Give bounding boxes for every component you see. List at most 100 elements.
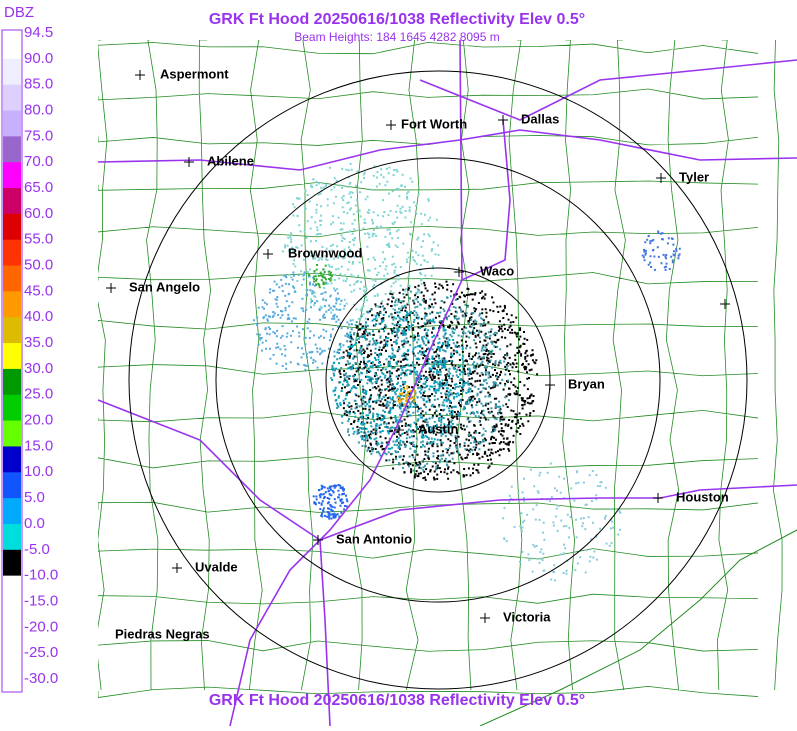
range-rings bbox=[128, 70, 748, 690]
scale-band bbox=[3, 110, 21, 137]
scale-band bbox=[3, 368, 21, 396]
city-label: San Angelo bbox=[129, 279, 200, 294]
scale-label: 10.0 bbox=[24, 463, 53, 480]
scale-label: -10.0 bbox=[24, 567, 58, 584]
highway bbox=[461, 119, 511, 281]
marker bbox=[720, 299, 730, 309]
scale-label: 20.0 bbox=[24, 412, 53, 429]
city-label: Aspermont bbox=[160, 66, 229, 81]
scale-band bbox=[3, 446, 21, 473]
scale-label: 85.0 bbox=[24, 76, 53, 93]
footer-title: GRK Ft Hood 20250616/1038 Reflectivity E… bbox=[209, 692, 585, 709]
scale-band bbox=[3, 136, 21, 163]
scale-band bbox=[3, 84, 21, 112]
scale-band bbox=[3, 343, 21, 370]
city-marker bbox=[656, 173, 666, 183]
city-label: Bryan bbox=[568, 376, 605, 391]
scale-label: 15.0 bbox=[24, 437, 53, 454]
city-marker bbox=[313, 535, 323, 545]
scale-band bbox=[3, 265, 21, 292]
city-label: Waco bbox=[480, 263, 514, 278]
subtitle: Beam Heights: 184 1645 4282 8095 m bbox=[294, 30, 499, 44]
city-label: Fort Worth bbox=[401, 116, 467, 131]
scale-band bbox=[3, 188, 21, 215]
county-lines bbox=[98, 40, 783, 698]
scale-band bbox=[3, 33, 21, 60]
color-scale: 94.5 90.0 85.0 80.0 75.0 70.0 65.0 60.0 55.0 50.0… bbox=[1, 24, 58, 693]
scale-label: 30.0 bbox=[24, 360, 53, 377]
city-marker bbox=[184, 157, 194, 167]
range-ring bbox=[128, 70, 748, 690]
scale-label: 70.0 bbox=[24, 153, 53, 170]
range-ring bbox=[215, 157, 661, 603]
city-marker bbox=[263, 249, 273, 259]
scale-label: -15.0 bbox=[24, 592, 58, 609]
city-marker bbox=[653, 493, 663, 503]
city-label: Dallas bbox=[521, 111, 559, 126]
radar-echo bbox=[308, 264, 333, 289]
scale-label: 55.0 bbox=[24, 231, 53, 248]
scale-label: -5.0 bbox=[24, 541, 50, 558]
city-label: Uvalde bbox=[195, 559, 238, 574]
city-marker bbox=[135, 70, 145, 80]
scale-band bbox=[3, 58, 21, 86]
scale-band bbox=[3, 575, 21, 602]
scale-band bbox=[3, 498, 21, 525]
scale-label: 75.0 bbox=[24, 127, 53, 144]
highway bbox=[98, 399, 321, 541]
city-label: Abilene bbox=[207, 153, 254, 168]
scale-label: 60.0 bbox=[24, 205, 53, 222]
scale-band bbox=[3, 213, 21, 241]
cities: Aspermont Fort Worth Dallas Abilene Tyler Bro… bbox=[106, 66, 730, 641]
city-marker bbox=[386, 120, 396, 130]
map-area bbox=[98, 40, 797, 726]
city-label: San Antonio bbox=[336, 531, 412, 546]
scale-label: 65.0 bbox=[24, 179, 53, 196]
scale-label: 0.0 bbox=[24, 515, 45, 532]
highway bbox=[229, 40, 463, 726]
scale-label: 80.0 bbox=[24, 101, 53, 118]
highway bbox=[98, 129, 797, 171]
scale-label: -20.0 bbox=[24, 618, 58, 635]
city-label: Austin bbox=[418, 421, 459, 436]
city-marker bbox=[480, 613, 490, 623]
scale-band bbox=[3, 162, 21, 189]
city-marker bbox=[545, 380, 555, 390]
city-label: Brownwood bbox=[288, 245, 362, 260]
scale-label: 50.0 bbox=[24, 257, 53, 274]
city-marker bbox=[454, 267, 464, 277]
city-marker bbox=[498, 115, 508, 125]
scale-label: 25.0 bbox=[24, 386, 53, 403]
highway bbox=[319, 484, 797, 541]
scale-label: 35.0 bbox=[24, 334, 53, 351]
scale-label: 45.0 bbox=[24, 282, 53, 299]
scale-label: 94.5 bbox=[24, 24, 53, 41]
scale-band bbox=[3, 549, 21, 577]
highway bbox=[419, 59, 797, 121]
radar-echo bbox=[312, 484, 349, 520]
scale-label: -30.0 bbox=[24, 670, 58, 687]
radar-echo bbox=[641, 230, 681, 271]
scale-band bbox=[3, 394, 21, 422]
scale-label: 90.0 bbox=[24, 50, 53, 67]
city-marker bbox=[172, 563, 182, 573]
scale-band bbox=[3, 317, 21, 344]
city-marker bbox=[394, 425, 404, 435]
scale-band bbox=[3, 291, 21, 318]
coastline bbox=[479, 529, 797, 726]
scale-band bbox=[3, 523, 21, 551]
scale-label: 40.0 bbox=[24, 308, 53, 325]
highway bbox=[319, 539, 331, 726]
radar-echo bbox=[331, 311, 471, 450]
scale-band bbox=[3, 627, 21, 654]
scale-label: 5.0 bbox=[24, 489, 45, 506]
city-marker bbox=[106, 283, 116, 293]
scale-band bbox=[3, 472, 21, 499]
city-label: Victoria bbox=[503, 609, 551, 624]
city-label: Tyler bbox=[679, 169, 709, 184]
city-label: Piedras Negras bbox=[115, 626, 210, 641]
title: GRK Ft Hood 20250616/1038 Reflectivity E… bbox=[209, 11, 585, 28]
scale-unit: DBZ bbox=[4, 4, 34, 21]
scale-band bbox=[3, 601, 21, 628]
